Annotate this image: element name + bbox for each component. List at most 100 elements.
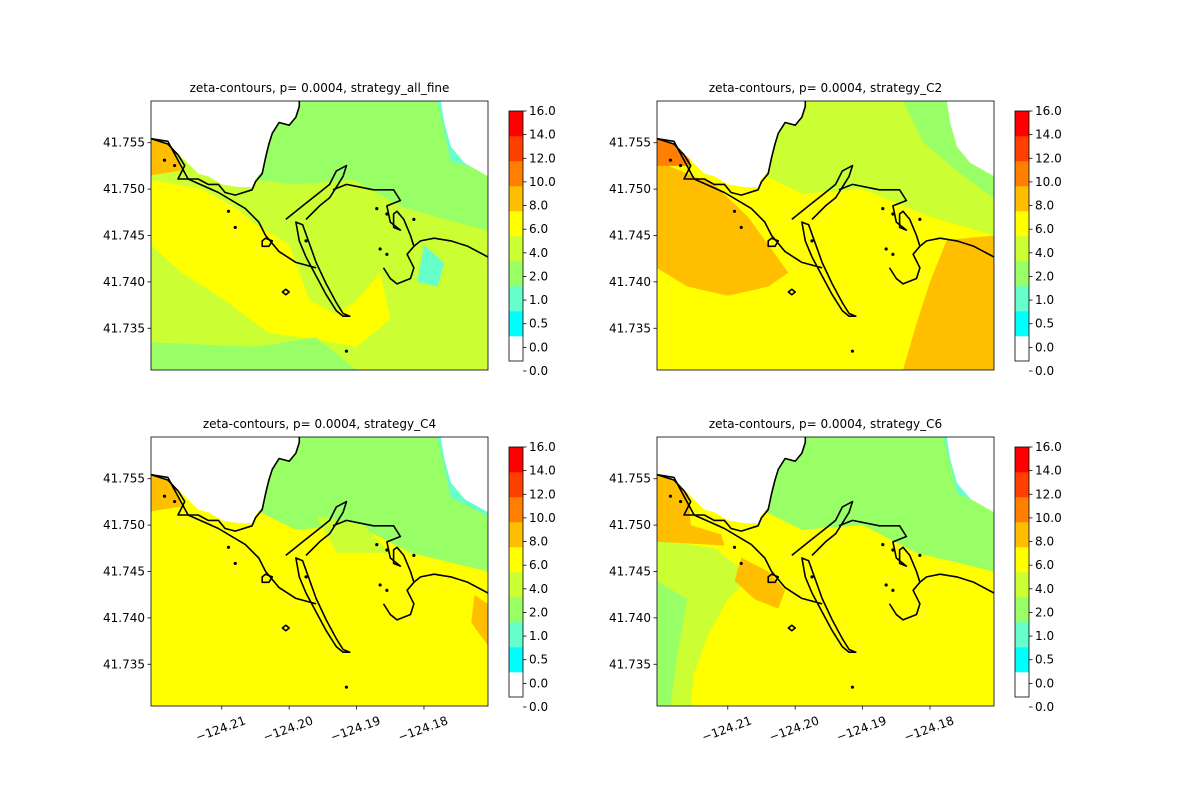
rock — [344, 349, 349, 353]
x-tick-label: −124.19 — [835, 713, 889, 744]
colorbar-frame — [508, 110, 524, 362]
rock — [412, 217, 416, 221]
colorbar-tick-label: 1.0 — [1035, 293, 1054, 307]
colorbar-tick-label: 0.0 — [529, 700, 548, 714]
rock — [881, 543, 885, 547]
contour-region — [734, 557, 786, 609]
colorbar-frame — [508, 446, 524, 698]
contour-field — [657, 437, 994, 706]
colorbar-tick-label: 4.0 — [529, 582, 548, 596]
rock — [172, 499, 177, 504]
east-shoreline — [919, 237, 994, 258]
y-tick-label: 41.735 — [609, 657, 651, 671]
y-tick-label: 41.755 — [609, 136, 651, 150]
colorbar-tick-label: 4.0 — [529, 246, 548, 260]
colorbar-bin — [1015, 572, 1029, 598]
colorbar-tick-label: 0.0 — [1035, 700, 1054, 714]
shoreline — [151, 473, 317, 605]
rock — [891, 548, 895, 552]
colorbar-bin — [509, 336, 523, 362]
colorbar-tick-label: 0.0 — [1035, 340, 1054, 354]
rock — [304, 239, 308, 243]
contour-region — [471, 594, 488, 646]
breakwater — [285, 164, 348, 221]
shoreline — [657, 137, 823, 269]
contour-region — [657, 161, 789, 296]
jetty — [295, 557, 351, 654]
colorbar-bin — [1015, 622, 1029, 648]
rock — [678, 163, 683, 168]
colorbar-bin — [1015, 547, 1029, 573]
breakwater — [791, 500, 854, 557]
colorbar-bin — [1015, 211, 1029, 237]
land-mask — [151, 437, 300, 524]
colorbar-bin — [509, 161, 523, 187]
colorbar-tick-label: 12.0 — [1035, 151, 1062, 165]
colorbar-frame — [1014, 110, 1030, 362]
colorbar: 0.0 0.0 0.5 1.0 2.0 4.0 6.0 8.0 10.0 12.0 14.0 16.0 — [1014, 440, 1062, 714]
colorbar-tick-label: 0.5 — [1035, 317, 1054, 331]
colorbar-bin — [1015, 672, 1029, 698]
land-mask — [946, 101, 994, 177]
colorbar-bin — [509, 522, 523, 548]
rock — [850, 685, 855, 689]
y-tick-label: 41.750 — [103, 518, 145, 532]
colorbar-bin — [1015, 597, 1029, 623]
jetty — [801, 557, 857, 654]
contour-region — [248, 437, 488, 572]
y-tick-label: 41.750 — [103, 182, 145, 196]
colorbar-bin — [1015, 286, 1029, 312]
rock — [385, 212, 389, 216]
colorbar-tick-label: 8.0 — [1035, 535, 1054, 549]
colorbar-tick-label: 0.5 — [529, 653, 548, 667]
colorbar-tick-label: 8.0 — [1035, 199, 1054, 213]
colorbar-tick-label: 16.0 — [529, 440, 556, 454]
rock — [891, 588, 895, 592]
subplot-title: zeta-contours, p= 0.0004, strategy_C6 — [709, 417, 942, 431]
y-tick-label: 41.745 — [609, 565, 651, 579]
colorbar-bin — [509, 597, 523, 623]
contour-region — [657, 539, 752, 706]
rock — [385, 548, 389, 552]
colorbar: 0.0 0.0 0.5 1.0 2.0 4.0 6.0 8.0 10.0 12.0 14.0 16.0 — [1014, 104, 1062, 378]
east-shoreline — [919, 573, 994, 594]
colorbar-tick-label: 0.5 — [1035, 653, 1054, 667]
rock — [162, 494, 167, 498]
rock — [226, 209, 231, 213]
colorbar-bin — [509, 472, 523, 498]
x-tick-label: −124.18 — [396, 713, 450, 744]
colorbar-tick-label: 14.0 — [1035, 128, 1062, 142]
colorbar-bin — [509, 236, 523, 262]
colorbar-tick-label: 6.0 — [1035, 222, 1054, 236]
colorbar-tick-label: 1.0 — [529, 293, 548, 307]
rock — [162, 158, 167, 162]
contour-field — [151, 101, 488, 370]
colorbar-tick-label: 12.0 — [529, 151, 556, 165]
island — [281, 624, 291, 632]
island — [281, 288, 291, 296]
shoreline — [151, 137, 317, 269]
rock — [810, 575, 814, 579]
colorbar-tick-label: 14.0 — [1035, 464, 1062, 478]
rock — [378, 583, 382, 587]
east-shoreline — [413, 573, 488, 594]
rock — [881, 207, 885, 211]
subplot-title: zeta-contours, p= 0.0004, strategy_C2 — [709, 81, 942, 95]
colorbar-tick-label: 10.0 — [529, 511, 556, 525]
contour-region — [417, 244, 445, 287]
colorbar-tick-label: 4.0 — [1035, 582, 1054, 596]
colorbar-tick-label: 0.0 — [1035, 364, 1054, 378]
colorbar-tick-label: 14.0 — [529, 464, 556, 478]
rock — [884, 247, 888, 251]
colorbar-bin — [1015, 497, 1029, 523]
colorbar-frame — [1014, 446, 1030, 698]
island — [787, 624, 797, 632]
rock — [412, 553, 416, 557]
rock — [668, 494, 673, 498]
colorbar-bin — [1015, 111, 1029, 137]
harbor-outline — [332, 519, 415, 621]
rock — [739, 561, 743, 566]
contour-region — [903, 235, 994, 370]
y-tick-label: 41.745 — [609, 229, 651, 243]
